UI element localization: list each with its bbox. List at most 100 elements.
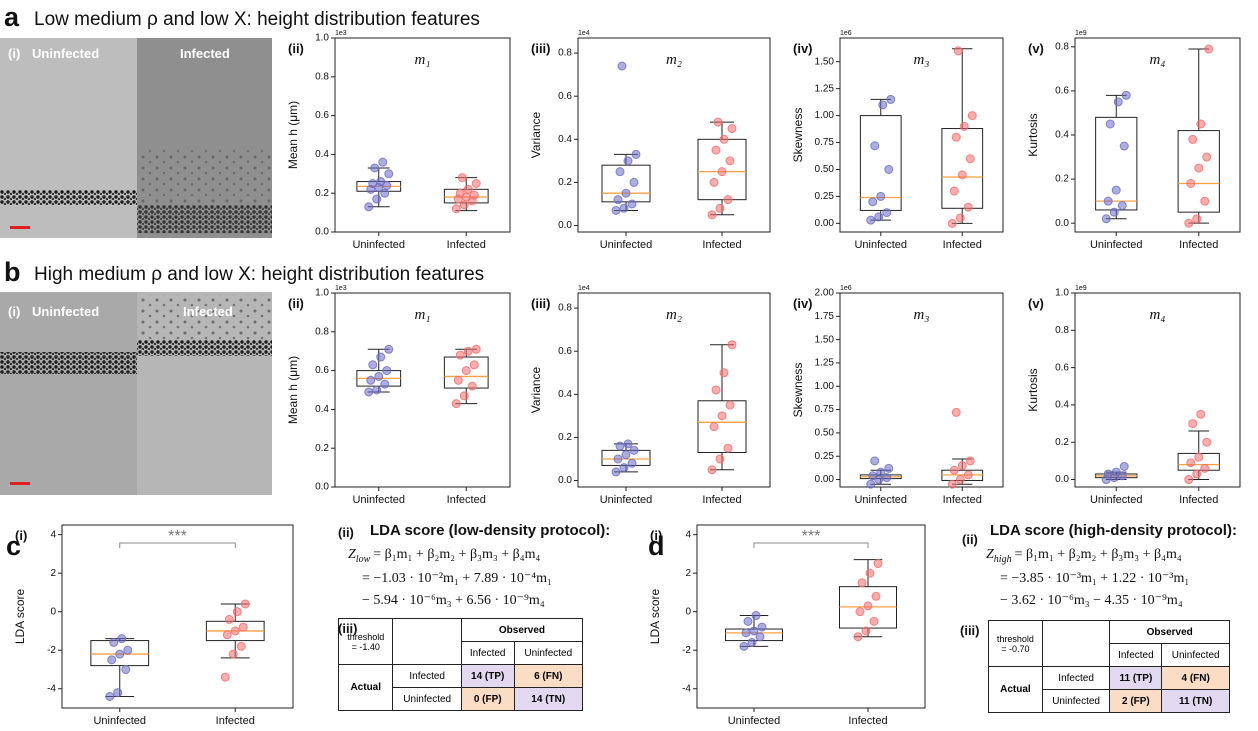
data-point (451, 204, 461, 214)
y-tick-label: -4 (682, 683, 691, 694)
data-point (743, 616, 753, 626)
data-point (384, 169, 394, 179)
data-point (947, 218, 957, 228)
data-point (374, 371, 384, 381)
box (601, 164, 651, 203)
cell: 11 (TN) (1161, 689, 1230, 713)
y-tick-label: 0.6 (1055, 86, 1069, 97)
y-axis-label: Kurtosis (1026, 368, 1040, 411)
panel-letter: a (4, 2, 20, 32)
y-tick-label: 1.00 (815, 381, 835, 392)
heading: LDA score (high-density protocol): (990, 522, 1237, 539)
y-tick-label: -2 (47, 645, 56, 656)
data-point (469, 190, 479, 200)
data-point (1192, 214, 1202, 224)
data-point (617, 61, 627, 71)
significance-label: *** (802, 528, 821, 545)
cell: Uninfected (392, 687, 462, 711)
data-point (471, 344, 481, 354)
image-label: (i) (8, 46, 20, 61)
heading: LDA score (low-density protocol): (370, 522, 610, 539)
y-tick-label: 0.8 (315, 326, 329, 337)
y-tick-label: 0.6 (315, 365, 329, 376)
data-point (455, 350, 465, 360)
data-point (723, 443, 733, 453)
y-tick-label: 0.0 (558, 220, 572, 231)
cell: 14 (TP) (460, 664, 515, 688)
panel-title: Low medium ρ and low X: height distribut… (34, 9, 480, 30)
data-point (623, 439, 633, 449)
data-point (469, 360, 479, 370)
scale-label: 1e6 (840, 30, 852, 37)
y-tick-label: 0.0 (1055, 474, 1069, 485)
data-point (384, 344, 394, 354)
data-point (884, 164, 894, 174)
cell: Uninfected (1041, 689, 1111, 713)
x-tick-label: Uninfected (854, 494, 907, 506)
y-tick-label: 2.00 (815, 288, 835, 299)
y-tick-label: 0.4 (558, 134, 572, 145)
equation: Zlow = β₁m₁ + β₂m₂ + β₃m₃ + β₄m₄ (348, 547, 541, 565)
data-point (376, 352, 386, 362)
x-tick-label: Infected (216, 715, 255, 727)
y-tick-label: 0.8 (1055, 325, 1069, 336)
y-tick-label: 0.6 (558, 346, 572, 357)
plot-frame (839, 37, 1004, 233)
y-tick-label: 0.4 (1055, 400, 1069, 411)
data-point (876, 191, 886, 201)
data-point (719, 134, 729, 144)
data-point (874, 212, 884, 222)
y-tick-label: 0.25 (815, 451, 835, 462)
x-tick-label: Uninfected (854, 239, 907, 251)
data-point (727, 340, 737, 350)
significance-bracket (753, 542, 869, 548)
plot-frame (577, 292, 771, 488)
equation: Zhigh = β₁m₁ + β₂m₂ + β₃m₃ + β₄m₄ (986, 547, 1182, 565)
sub-label: (i) (15, 528, 27, 543)
y-tick-label: 1.25 (815, 83, 835, 94)
x-tick-label: Uninfected (600, 494, 653, 506)
y-tick-label: 0.4 (315, 149, 329, 160)
y-tick-label: 4 (50, 529, 56, 540)
equation: − 3.62 · 10⁻⁶m₃ − 4.35 · 10⁻⁹m₄ (1000, 593, 1183, 608)
data-point (615, 441, 625, 451)
data-point (117, 634, 127, 644)
data-point (870, 456, 880, 466)
image-label: Uninfected (32, 304, 99, 319)
y-axis-label: Variance (529, 111, 543, 158)
y-tick-label: 0.4 (558, 389, 572, 400)
data-point (113, 688, 123, 698)
data-point (619, 463, 629, 473)
sub-label: (ii) (288, 41, 304, 56)
data-point (957, 461, 967, 471)
cell: Uninfected (513, 641, 584, 665)
y-tick-label: 0.0 (315, 227, 329, 238)
data-point (457, 173, 467, 183)
data-point (368, 179, 378, 188)
scale-label: 1e4 (578, 285, 590, 292)
y-tick-label: 1.0 (315, 288, 329, 299)
y-tick-label: 0.4 (315, 404, 329, 415)
data-point (1119, 141, 1129, 151)
x-tick-label: Uninfected (1090, 239, 1143, 251)
data-point (1109, 207, 1119, 217)
data-point (453, 375, 463, 385)
data-point (1200, 196, 1210, 206)
data-point (886, 94, 896, 104)
x-tick-label: Infected (447, 239, 486, 251)
data-point (741, 628, 751, 638)
data-point (372, 385, 382, 395)
x-tick-label: Infected (447, 494, 486, 506)
data-point (1188, 134, 1198, 144)
data-point (868, 197, 878, 207)
cell: 4 (FN) (1161, 666, 1230, 690)
y-tick-label: 0.2 (315, 188, 329, 199)
data-point (967, 111, 977, 121)
data-point (224, 614, 234, 624)
data-point (459, 391, 469, 401)
data-point (109, 638, 119, 648)
x-tick-label: Infected (1179, 239, 1218, 251)
data-point (1111, 185, 1121, 195)
box (443, 356, 489, 389)
y-tick-label: 0.8 (558, 48, 572, 59)
